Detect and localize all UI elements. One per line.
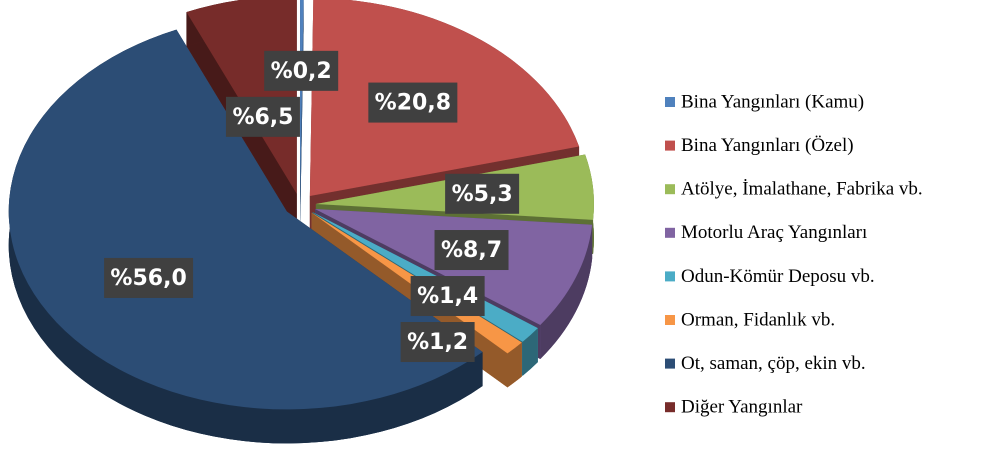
data-label-box bbox=[400, 322, 475, 363]
legend-label: Bina Yangınları (Kamu) bbox=[681, 91, 864, 112]
data-label: %8,7 bbox=[441, 238, 502, 263]
legend-label: Atölye, İmalathane, Fabrika vb. bbox=[681, 179, 923, 200]
legend-label: Odun-Kömür Deposu vb. bbox=[681, 266, 875, 287]
slice-shade bbox=[540, 224, 593, 359]
legend-swatch bbox=[665, 140, 675, 151]
slice-shade bbox=[522, 328, 538, 376]
slice bbox=[300, 0, 304, 194]
data-label-box bbox=[445, 173, 520, 214]
data-label: %6,5 bbox=[232, 105, 293, 130]
legend-label: Motorlu Araç Yangınları bbox=[681, 222, 867, 243]
legend-swatch bbox=[665, 227, 675, 238]
data-label-box bbox=[104, 257, 194, 298]
legend-swatch bbox=[665, 358, 675, 369]
data-label: %0,2 bbox=[271, 59, 332, 84]
legend-label: Bina Yangınları (Özel) bbox=[681, 135, 854, 156]
data-label-box bbox=[368, 82, 458, 123]
legend-swatch bbox=[665, 315, 675, 325]
slice-shade bbox=[8, 29, 483, 444]
legend-swatch bbox=[665, 402, 675, 413]
slice-side bbox=[522, 328, 538, 376]
data-label-box bbox=[264, 50, 339, 91]
data-label: %20,8 bbox=[375, 91, 451, 116]
legend-label: Orman, Fidanlık vb. bbox=[681, 309, 835, 330]
legend-swatch bbox=[665, 271, 675, 282]
data-label: %5,3 bbox=[452, 182, 513, 207]
slice-shade bbox=[507, 342, 522, 388]
data-label-box bbox=[225, 96, 300, 137]
legend-swatch bbox=[665, 97, 675, 107]
legend-swatch bbox=[665, 184, 675, 195]
legend-label: Ot, saman, çöp, ekin vb. bbox=[681, 353, 866, 374]
slice bbox=[8, 29, 483, 410]
data-label: %1,4 bbox=[417, 284, 478, 309]
data-label-box bbox=[434, 230, 509, 271]
slice-side bbox=[8, 29, 483, 444]
data-label: %1,2 bbox=[407, 330, 468, 355]
data-label: %56,0 bbox=[110, 266, 186, 291]
legend-label: Diğer Yangınlar bbox=[681, 397, 803, 418]
data-label-box bbox=[410, 276, 485, 317]
slice-side bbox=[540, 224, 593, 359]
slice-side bbox=[507, 342, 522, 388]
